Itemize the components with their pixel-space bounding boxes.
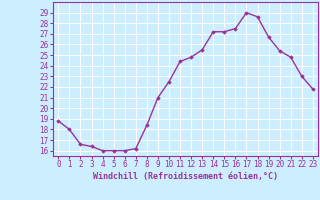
X-axis label: Windchill (Refroidissement éolien,°C): Windchill (Refroidissement éolien,°C) bbox=[93, 172, 278, 181]
